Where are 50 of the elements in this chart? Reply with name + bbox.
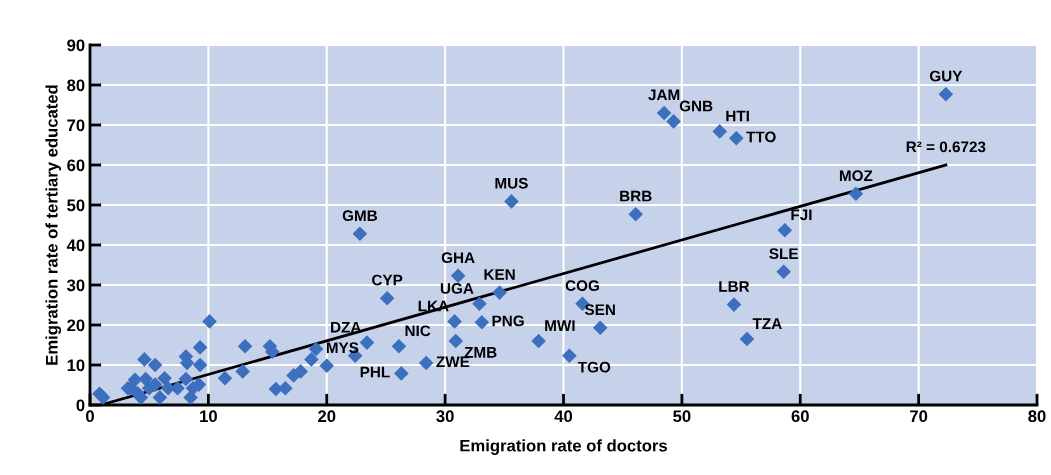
- x-tick-label: 10: [200, 410, 217, 423]
- annotation: KEN: [484, 269, 515, 280]
- y-tick-label: 50: [67, 199, 85, 212]
- annotation: UGA: [440, 283, 474, 294]
- y-tick-label: 30: [66, 279, 85, 292]
- annotation: SEN: [584, 304, 615, 316]
- annotation: HTI: [726, 110, 749, 122]
- annotation: SLE: [769, 248, 798, 260]
- y-axis-title: Emigration rate of tertiary educated: [45, 85, 62, 365]
- x-tick-label: 40: [554, 410, 573, 423]
- annotation: FJI: [791, 209, 812, 221]
- annotation: COG: [565, 280, 599, 292]
- annotation: TTO: [746, 131, 776, 143]
- x-tick-label: 0: [86, 410, 94, 423]
- annotation: MOZ: [839, 170, 873, 182]
- x-tick-label: 60: [791, 410, 809, 423]
- annotation: CYP: [372, 274, 403, 286]
- y-tick-label: 90: [67, 39, 85, 52]
- annotation: GHA: [441, 252, 475, 264]
- annotation: NIC: [405, 325, 431, 337]
- annotation: GMB: [342, 210, 378, 222]
- annotation: BRB: [620, 190, 652, 202]
- y-tick-label: 70: [67, 119, 85, 132]
- x-tick-label: 80: [1028, 410, 1046, 423]
- annotation: MUS: [495, 177, 528, 189]
- y-tick-label: 60: [67, 159, 85, 172]
- x-tick-label: 20: [318, 410, 336, 423]
- x-axis-title: Emigration rate of doctors: [460, 439, 667, 455]
- y-tick-label: 0: [76, 399, 85, 412]
- annotation: MWI: [545, 320, 575, 331]
- annotation: PHL: [360, 366, 390, 378]
- annotation: TGO: [577, 361, 611, 373]
- annotation: ZWE: [436, 356, 470, 367]
- y-tick-label: 20: [67, 319, 85, 332]
- y-tick-label: 80: [67, 79, 85, 92]
- annotation: GUY: [929, 70, 963, 82]
- x-tick-label: 30: [436, 410, 454, 423]
- annotation: DZA: [331, 321, 362, 333]
- y-tick-label: 40: [66, 239, 85, 252]
- x-tick-label: 70: [910, 410, 928, 423]
- annotation: TZA: [752, 318, 782, 329]
- annotation: GNB: [679, 100, 713, 112]
- y-tick-label: 10: [67, 359, 85, 372]
- annotation: PNG: [492, 315, 524, 327]
- annotation: JAM: [648, 89, 680, 101]
- annotation: R² = 0.6723: [906, 141, 986, 153]
- annotation: MYS: [326, 342, 359, 354]
- x-tick-label: 50: [673, 410, 691, 423]
- annotation: LBR: [719, 281, 750, 292]
- annotation: ZMB: [464, 347, 497, 358]
